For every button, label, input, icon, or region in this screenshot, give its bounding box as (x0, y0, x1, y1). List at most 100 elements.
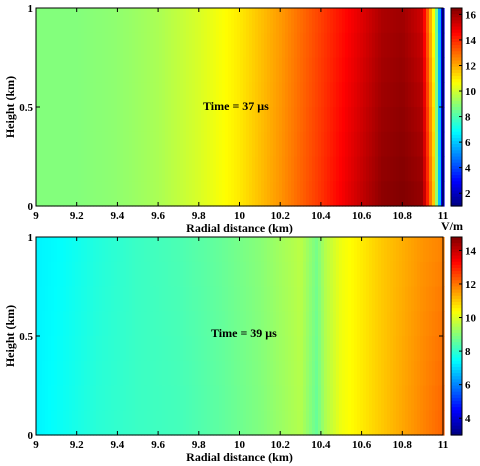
heatmap-cell (243, 181, 247, 207)
heatmap-cell (78, 82, 82, 108)
heatmap-cell (300, 8, 304, 34)
heatmap-cell (270, 261, 274, 288)
heatmap-cell (246, 32, 250, 59)
heatmap-cell (189, 57, 193, 83)
heatmap-cell (285, 32, 289, 59)
heatmap-cell (315, 107, 319, 133)
colorbar-segment (451, 342, 462, 346)
heatmap-cell (402, 336, 406, 362)
heatmap-cell (435, 360, 439, 387)
heatmap-cell (372, 82, 376, 108)
heatmap-cell (141, 261, 145, 288)
heatmap-cell (93, 385, 97, 411)
heatmap-cell (258, 156, 262, 182)
heatmap-cell (423, 107, 427, 133)
heatmap-cell (54, 360, 58, 387)
heatmap-cell (408, 336, 412, 362)
heatmap-cell (321, 32, 325, 59)
heatmap-cell (258, 82, 262, 108)
heatmap-cell (261, 57, 265, 83)
heatmap-cell (279, 32, 283, 59)
heatmap-cell (417, 82, 421, 108)
heatmap-cell (102, 336, 106, 362)
heatmap-cell (405, 410, 409, 436)
heatmap-cell (219, 107, 223, 133)
heatmap-cell (123, 261, 127, 288)
heatmap-cell (228, 336, 232, 362)
heatmap-cell (432, 156, 436, 182)
heatmap-cell (345, 107, 349, 133)
heatmap-cell (99, 156, 103, 182)
heatmap-cell (315, 131, 319, 158)
colorbar-tick-label: 4 (465, 163, 471, 175)
heatmap-cell (369, 237, 373, 263)
heatmap-cell (411, 156, 415, 182)
colorbar-segment (451, 162, 462, 167)
heatmap-cell (210, 385, 214, 411)
x-tick-label: 10.4 (311, 210, 331, 222)
heatmap-cell (369, 261, 373, 288)
heatmap-cell (414, 181, 418, 207)
heatmap-cell (84, 8, 88, 34)
heatmap-cell (39, 286, 43, 312)
heatmap-cell (192, 8, 196, 34)
heatmap-cell (306, 156, 310, 182)
heatmap-cell (165, 311, 169, 337)
colorbar-segment (451, 168, 462, 173)
heatmap-cell (333, 181, 337, 207)
colorbar-segment (451, 308, 462, 312)
colorbar-segment (451, 431, 462, 436)
heatmap-cell (180, 32, 184, 59)
heatmap-cell (291, 410, 295, 436)
heatmap-cell (228, 410, 232, 436)
heatmap-cell (393, 237, 397, 263)
heatmap-cell (315, 410, 319, 436)
heatmap-cell (252, 410, 256, 436)
heatmap-cell (246, 237, 250, 263)
heatmap-cell (351, 181, 355, 207)
heatmap-cell (180, 156, 184, 182)
heatmap-cell (120, 311, 124, 337)
heatmap-cell (327, 156, 331, 182)
heatmap-cell (216, 82, 220, 108)
colorbar-segment (451, 336, 462, 340)
heatmap-cell (240, 311, 244, 337)
heatmap-cell (156, 237, 160, 263)
heatmap-cell (411, 286, 415, 312)
heatmap-cell (264, 82, 268, 108)
colorbar-segment (451, 156, 462, 161)
heatmap-cell (204, 261, 208, 288)
colorbar-segment (451, 425, 462, 430)
heatmap-cell (309, 131, 313, 158)
colorbar-segment (451, 147, 462, 151)
heatmap-cell (312, 156, 316, 182)
heatmap-cell (264, 107, 268, 133)
heatmap-cell (162, 131, 166, 158)
heatmap-cell (360, 57, 364, 83)
heatmap-cell (420, 107, 424, 133)
heatmap-cell (390, 261, 394, 288)
heatmap-cell (111, 57, 115, 83)
heatmap-cell (402, 286, 406, 312)
heatmap-cell (216, 156, 220, 182)
heatmap-cell (117, 360, 121, 387)
heatmap-cell (66, 336, 70, 362)
heatmap-cell (93, 156, 97, 182)
heatmap-cell (111, 261, 115, 288)
heatmap-cell (69, 131, 73, 158)
heatmap-cell (231, 82, 235, 108)
heatmap-cell (279, 336, 283, 362)
heatmap-cell (360, 156, 364, 182)
colorbar-segment (451, 88, 462, 93)
heatmap-cell (375, 336, 379, 362)
heatmap-cell (165, 385, 169, 411)
heatmap-cell (90, 57, 94, 83)
heatmap-cell (63, 336, 67, 362)
heatmap-cell (153, 107, 157, 133)
heatmap-cell (438, 181, 442, 207)
heatmap-cell (138, 32, 142, 59)
heatmap-cell (348, 237, 352, 263)
heatmap-cell (81, 57, 85, 83)
heatmap-cell (357, 181, 361, 207)
heatmap-cell (276, 107, 280, 133)
